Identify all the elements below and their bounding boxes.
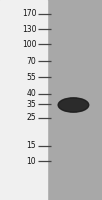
- Text: 15: 15: [27, 141, 36, 150]
- Text: 55: 55: [26, 72, 36, 82]
- Text: 10: 10: [27, 156, 36, 166]
- Text: 170: 170: [22, 9, 36, 19]
- Text: 35: 35: [26, 100, 36, 109]
- Ellipse shape: [58, 98, 89, 112]
- Text: 25: 25: [27, 114, 36, 122]
- Text: 40: 40: [26, 90, 36, 98]
- Text: 70: 70: [26, 56, 36, 66]
- Text: 130: 130: [22, 24, 36, 33]
- Bar: [0, 0, 47, 200]
- Text: 100: 100: [22, 40, 36, 49]
